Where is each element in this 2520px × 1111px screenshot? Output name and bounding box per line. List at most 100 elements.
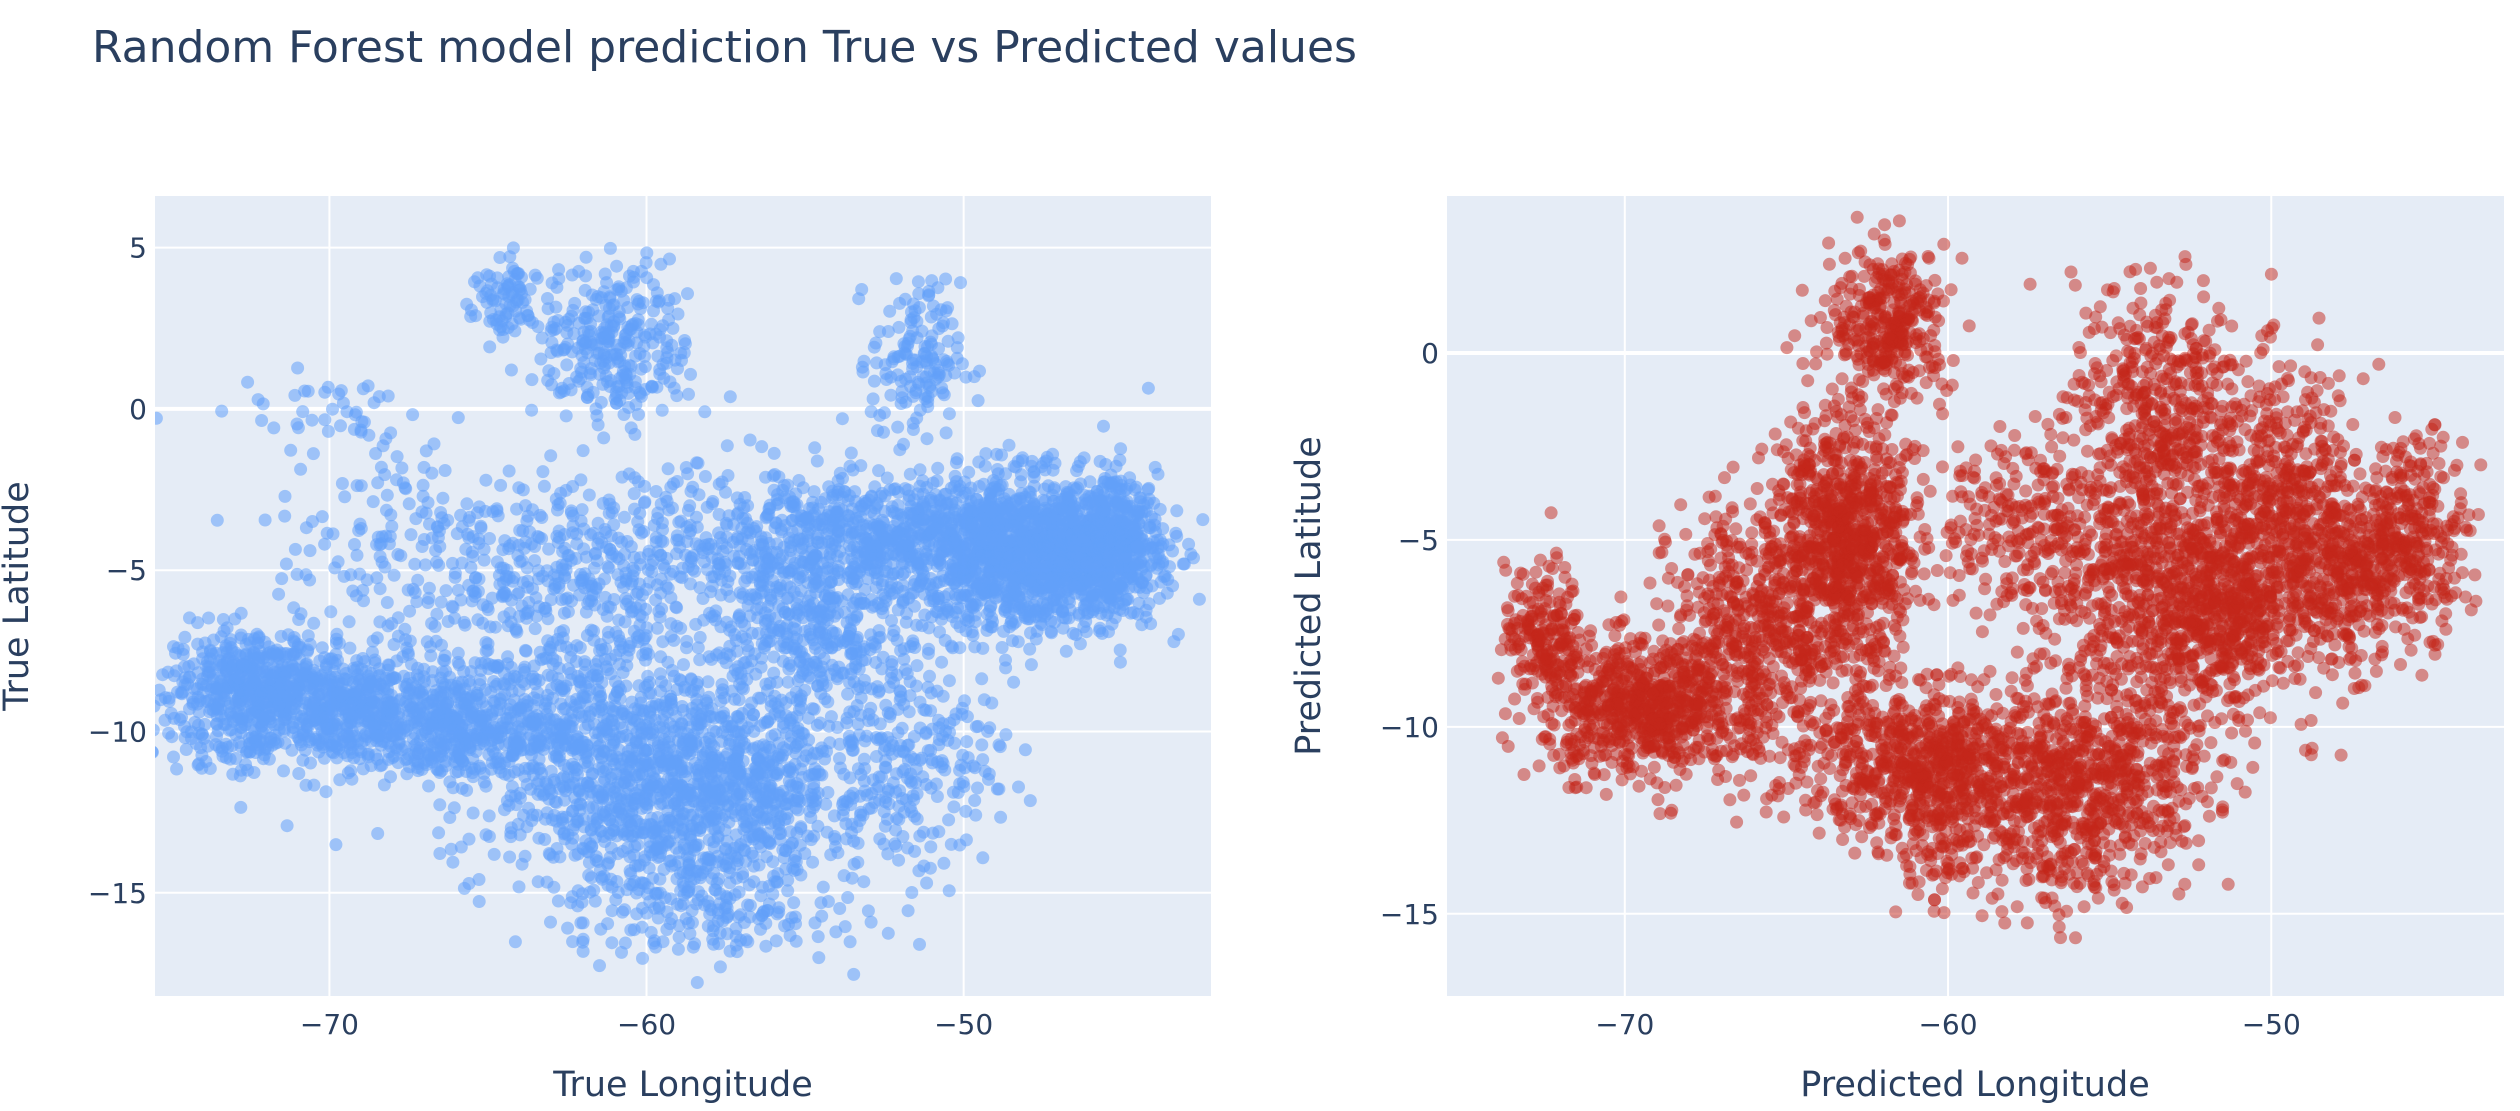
- scatter-point: [650, 621, 664, 635]
- scatter-point: [661, 705, 674, 719]
- scatter-point: [785, 837, 799, 851]
- scatter-point: [710, 876, 724, 890]
- scatter-point: [277, 764, 290, 778]
- scatter-point: [191, 616, 205, 630]
- scatter-point: [490, 703, 504, 717]
- scatter-point: [472, 895, 486, 908]
- scatter-point: [754, 691, 768, 705]
- scatter-points: [101, 241, 1260, 989]
- scatter-point: [409, 716, 422, 730]
- scatter-point: [937, 856, 951, 870]
- scatter-point: [191, 637, 205, 651]
- scatter-point: [607, 501, 621, 515]
- scatter-point: [510, 502, 524, 516]
- scatter-point: [670, 547, 683, 561]
- scatter-point: [256, 752, 270, 766]
- scatter-point: [705, 497, 719, 511]
- scatter-point: [487, 847, 501, 861]
- scatter-point: [707, 740, 721, 754]
- scatter-point: [543, 848, 557, 862]
- scatter-point: [653, 610, 667, 624]
- scatter-point: [847, 834, 861, 848]
- scatter-point: [308, 732, 322, 746]
- scatter-point: [635, 757, 649, 771]
- scatter-point: [627, 487, 641, 501]
- scatter-point: [364, 759, 378, 773]
- scatter-point: [808, 768, 822, 782]
- scatter-point: [714, 711, 728, 725]
- scatter-point: [690, 510, 703, 524]
- scatter-point: [101, 672, 114, 685]
- scatter-point: [635, 588, 649, 602]
- scatter-point: [708, 609, 721, 623]
- scatter-point: [746, 743, 760, 757]
- scatter-point: [130, 665, 143, 678]
- scatter-point: [697, 778, 711, 792]
- scatter-point: [507, 748, 521, 762]
- scatter-point: [577, 842, 591, 856]
- scatter-point: [363, 689, 377, 703]
- scatter-point: [454, 840, 468, 854]
- scatter-point: [705, 702, 719, 715]
- scatter-point: [167, 750, 180, 764]
- scatter-point: [178, 630, 192, 644]
- scatter-point: [692, 488, 706, 502]
- scatter-point: [408, 727, 422, 740]
- scatter-point: [418, 558, 432, 572]
- scatter-point: [721, 728, 735, 742]
- scatter-point: [720, 439, 734, 453]
- scatter-point: [176, 642, 190, 656]
- scatter-point: [540, 875, 554, 889]
- scatter-point: [240, 745, 254, 759]
- scatter-point: [525, 814, 539, 827]
- scatter-point: [109, 776, 122, 789]
- scatter-point: [544, 915, 557, 929]
- scatter-point: [831, 846, 845, 860]
- scatter-point: [629, 601, 643, 615]
- scatter-point: [807, 485, 821, 499]
- scatter-point: [370, 631, 384, 645]
- scatter-point: [752, 858, 766, 872]
- scatter-point: [167, 640, 180, 654]
- scatter-point: [652, 743, 666, 757]
- scatter-point: [612, 552, 626, 566]
- scatter-point: [679, 461, 693, 474]
- scatter-point: [348, 663, 362, 677]
- scatter-point: [380, 596, 394, 609]
- scatter-point: [280, 819, 294, 833]
- scatter-point: [846, 463, 860, 477]
- scatter-point: [573, 641, 587, 655]
- scatter-point: [591, 669, 605, 683]
- scatter-point: [355, 702, 369, 716]
- scatter-point: [551, 741, 565, 755]
- scatter-point: [975, 672, 989, 686]
- scatter-point: [562, 719, 576, 733]
- scatter-point: [832, 517, 846, 531]
- scatter-point: [736, 867, 750, 880]
- scatter-point: [167, 711, 181, 725]
- scatter-point: [519, 643, 532, 657]
- scatter-point: [767, 483, 781, 497]
- scatter-point: [574, 680, 588, 694]
- scatter-point: [661, 462, 675, 476]
- scatter-point: [119, 690, 132, 703]
- scatter-point: [655, 777, 669, 791]
- scatter-point: [810, 565, 824, 578]
- scatter-point: [781, 478, 795, 492]
- scatter-point: [613, 758, 627, 771]
- scatter-point: [695, 725, 709, 739]
- scatter-point: [462, 674, 476, 688]
- scatter-point: [676, 780, 689, 794]
- scatter-point: [357, 677, 371, 691]
- scatter-point: [215, 660, 229, 674]
- scatter-point: [759, 470, 772, 484]
- scatter-point: [1247, 534, 1260, 547]
- scatter-point: [451, 655, 465, 669]
- scatter-point: [435, 749, 449, 763]
- scatter-point: [373, 759, 387, 773]
- scatter-point: [784, 544, 797, 558]
- scatter-point: [300, 719, 314, 733]
- scatter-point: [705, 579, 719, 593]
- scatter-point: [786, 861, 800, 875]
- scatter-point: [446, 855, 460, 869]
